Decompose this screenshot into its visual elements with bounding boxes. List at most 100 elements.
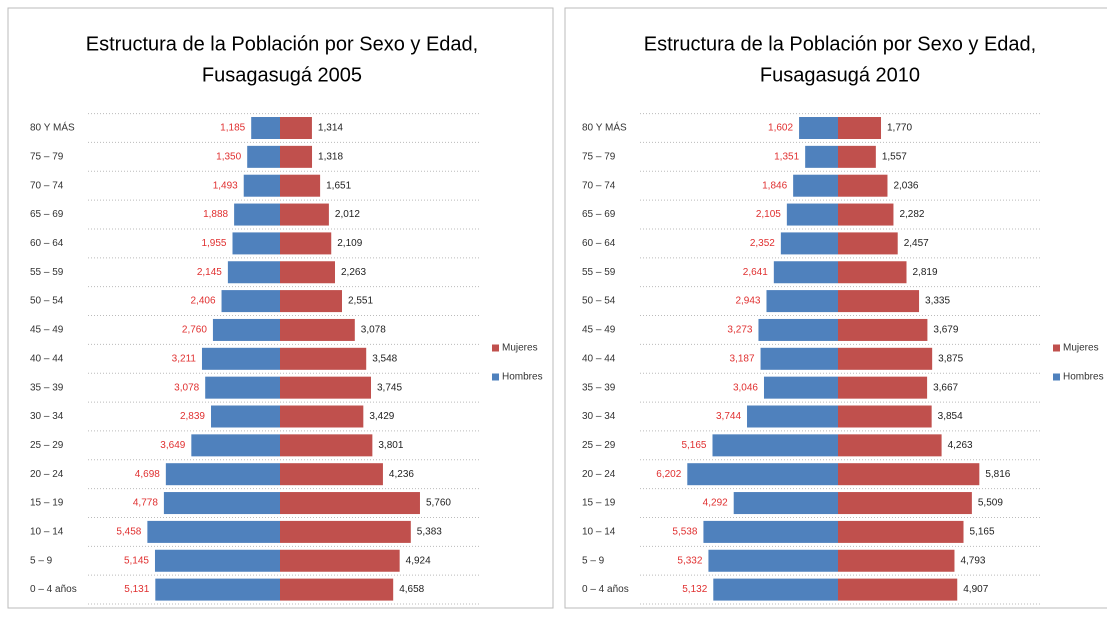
bar [201, 347, 280, 370]
bar [165, 463, 280, 486]
data-label: 1,602 [768, 123, 793, 134]
bar [838, 520, 964, 543]
bar [763, 376, 838, 399]
data-label: 3,211 [172, 353, 197, 364]
data-label: 3,548 [372, 353, 397, 364]
data-label: 2,109 [337, 238, 362, 249]
bar [703, 520, 838, 543]
data-label: 5,132 [682, 584, 707, 595]
bar [280, 174, 321, 197]
bar [838, 261, 907, 284]
data-label: 5,165 [970, 527, 995, 538]
data-label: 3,429 [369, 411, 394, 422]
y-tick-label: 65 – 69 [30, 209, 64, 220]
data-label: 5,458 [116, 527, 141, 538]
data-label: 2,263 [341, 267, 366, 278]
data-label: 3,801 [378, 440, 403, 451]
data-label: 2,012 [335, 209, 360, 220]
data-label: 4,236 [389, 469, 414, 480]
data-label: 1,314 [318, 123, 343, 134]
y-tick-label: 0 – 4 años [30, 584, 77, 595]
bar [712, 434, 838, 457]
legend-label: Hombres [1063, 372, 1104, 383]
y-tick-label: 55 – 59 [30, 267, 64, 278]
legend-label: Mujeres [1063, 343, 1099, 354]
data-label: 5,145 [124, 555, 149, 566]
bar [838, 492, 972, 515]
y-tick-label: 20 – 24 [30, 469, 64, 480]
data-label: 1,557 [882, 151, 907, 162]
bar [280, 434, 373, 457]
chart-title: Estructura de la Población por Sexo y Ed… [644, 33, 1036, 55]
y-tick-label: 40 – 44 [30, 353, 64, 364]
y-tick-label: 15 – 19 [30, 498, 64, 509]
y-tick-label: 80 Y MÁS [582, 121, 627, 134]
y-tick-label: 15 – 19 [582, 498, 616, 509]
bar [773, 261, 838, 284]
bar [154, 549, 280, 572]
bar [212, 318, 280, 341]
data-label: 1,185 [220, 123, 245, 134]
bar [838, 117, 882, 139]
data-label: 2,943 [735, 296, 760, 307]
y-tick-label: 30 – 34 [30, 411, 64, 422]
bar [211, 405, 280, 428]
data-label: 1,888 [203, 209, 228, 220]
y-tick-label: 10 – 14 [30, 527, 64, 538]
bar [838, 347, 933, 370]
bar [713, 578, 838, 601]
bar [280, 492, 420, 515]
bar [280, 318, 355, 341]
bar [747, 405, 838, 428]
bar [280, 520, 411, 543]
panel-frame [7, 7, 554, 609]
bar [733, 492, 838, 515]
bar [838, 549, 955, 572]
data-label: 3,046 [733, 382, 758, 393]
data-label: 4,924 [406, 555, 431, 566]
y-tick-label: 80 Y MÁS [30, 121, 75, 134]
y-tick-label: 40 – 44 [582, 353, 616, 364]
data-label: 4,698 [135, 469, 160, 480]
bar [780, 232, 838, 255]
legend-swatch [492, 344, 499, 352]
data-label: 2,551 [348, 296, 373, 307]
data-label: 2,760 [182, 325, 207, 336]
data-label: 6,202 [656, 469, 681, 480]
y-tick-label: 5 – 9 [30, 555, 53, 566]
data-label: 5,509 [978, 498, 1003, 509]
data-label: 4,907 [963, 584, 988, 595]
y-tick-label: 70 – 74 [582, 180, 616, 191]
bar [191, 434, 280, 457]
data-label: 1,318 [318, 151, 343, 162]
data-label: 3,187 [730, 353, 755, 364]
bar [786, 203, 838, 226]
bar [232, 232, 280, 255]
y-tick-label: 60 – 64 [582, 238, 616, 249]
data-label: 3,875 [938, 353, 963, 364]
data-label: 1,351 [774, 151, 799, 162]
data-label: 1,493 [213, 180, 238, 191]
data-label: 5,383 [417, 527, 442, 538]
data-label: 1,770 [887, 123, 912, 134]
bar [838, 578, 958, 601]
y-tick-label: 75 – 79 [582, 151, 616, 162]
bar [247, 145, 280, 168]
y-tick-label: 10 – 14 [582, 527, 616, 538]
data-label: 4,778 [133, 498, 158, 509]
data-label: 2,406 [191, 296, 216, 307]
bar [838, 376, 928, 399]
y-tick-label: 25 – 29 [30, 440, 64, 451]
data-label: 2,105 [756, 209, 781, 220]
y-tick-label: 75 – 79 [30, 151, 64, 162]
data-label: 4,292 [703, 498, 728, 509]
bar [799, 117, 838, 139]
panel-frame [564, 7, 1107, 609]
data-label: 2,145 [197, 267, 222, 278]
data-label: 3,745 [377, 382, 402, 393]
data-label: 3,649 [160, 440, 185, 451]
bar [280, 290, 342, 313]
bar [280, 463, 383, 486]
chart-subtitle: Fusagasugá 2005 [202, 64, 362, 86]
bar [838, 405, 932, 428]
